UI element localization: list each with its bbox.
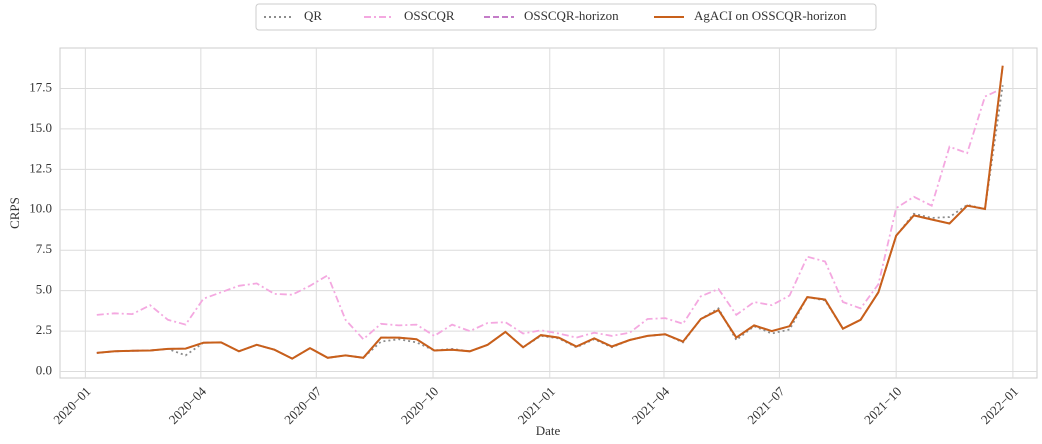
x-tick-label: 2020−01 <box>50 384 93 427</box>
y-tick-label: 7.5 <box>36 241 52 256</box>
series-line <box>96 65 1004 360</box>
x-tick-label: 2021−07 <box>744 383 788 427</box>
legend-label: OSSCQR-horizon <box>524 8 619 23</box>
x-tick-label: 2022−01 <box>978 384 1021 427</box>
x-tick-label: 2021−04 <box>629 383 673 427</box>
x-tick-label: 2021−10 <box>861 384 904 427</box>
plot-frame <box>59 47 1038 379</box>
y-tick-label: 10.0 <box>29 201 52 216</box>
legend-label: OSSCQR <box>404 8 455 23</box>
y-tick-label: 5.0 <box>36 282 52 297</box>
legend-label: AgACI on OSSCQR-horizon <box>694 8 847 23</box>
y-axis-label: CRPS <box>7 197 22 229</box>
x-tick-label: 2020−07 <box>281 383 325 427</box>
x-tick-label: 2020−04 <box>166 383 210 427</box>
x-tick-label: 2021−01 <box>515 384 558 427</box>
y-tick-label: 0.0 <box>36 363 52 378</box>
x-tick-label: 2020−10 <box>398 384 441 427</box>
y-tick-label: 2.5 <box>36 322 52 337</box>
legend-label: QR <box>304 8 322 23</box>
x-axis-label: Date <box>536 423 561 438</box>
legend-box <box>255 3 877 31</box>
y-tick-label: 17.5 <box>29 79 52 94</box>
y-tick-label: 15.0 <box>29 120 52 135</box>
series-line <box>96 87 1004 341</box>
y-tick-label: 12.5 <box>29 160 52 175</box>
